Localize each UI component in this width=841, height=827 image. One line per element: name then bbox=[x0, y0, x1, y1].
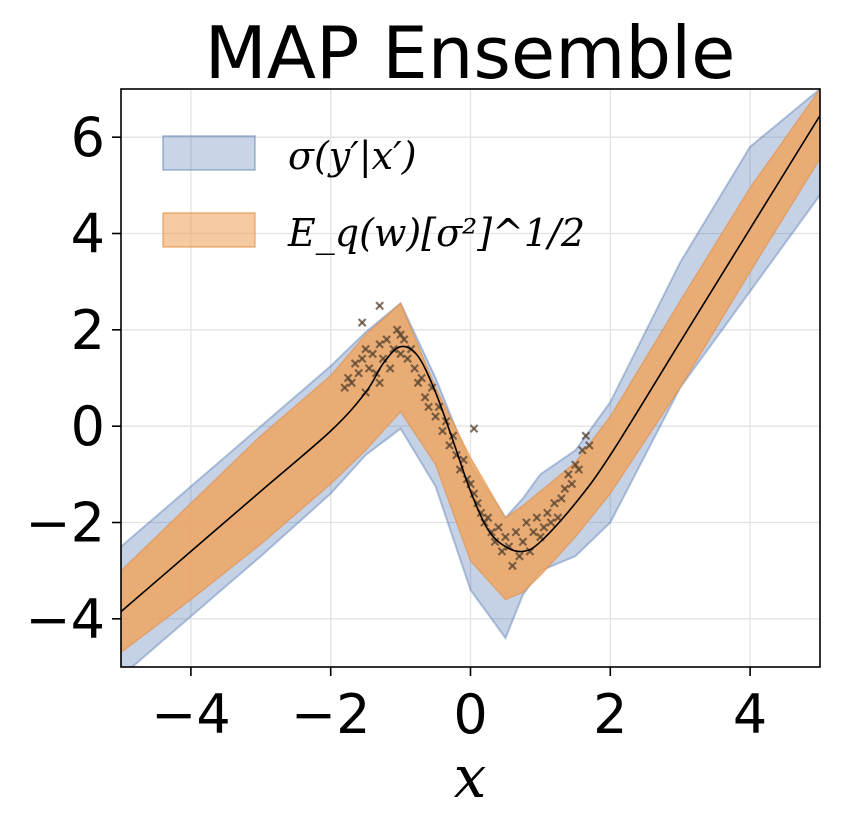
data-point bbox=[501, 532, 510, 542]
data-point bbox=[511, 527, 521, 537]
data-point bbox=[340, 383, 350, 393]
data-point bbox=[375, 301, 385, 311]
data-point bbox=[508, 561, 517, 571]
y-tick-label: −2 bbox=[25, 492, 105, 555]
legend-label-aleatoric-uncertainty: E_q(w)[σ²]^1/2 bbox=[287, 211, 585, 256]
legend-label-total-uncertainty-text: σ(y′|x′) bbox=[288, 134, 417, 178]
data-point bbox=[357, 318, 367, 327]
y-axis: −4 −2 0 2 4 6 bbox=[25, 106, 121, 651]
data-point bbox=[417, 373, 426, 383]
data-point bbox=[539, 522, 549, 532]
legend: σ(y′|x′) E_q(w)[σ²]^1/2 bbox=[162, 134, 585, 256]
data-point bbox=[354, 368, 364, 378]
data-point bbox=[368, 349, 378, 359]
data-point bbox=[515, 551, 524, 561]
data-point bbox=[560, 484, 570, 494]
mean-prediction-line bbox=[121, 115, 820, 613]
data-point bbox=[424, 402, 433, 412]
data-point bbox=[382, 335, 391, 344]
data-point bbox=[497, 547, 507, 556]
data-point bbox=[543, 508, 552, 518]
data-point bbox=[550, 498, 559, 508]
data-point bbox=[574, 465, 584, 474]
data-point bbox=[385, 363, 395, 373]
data-point bbox=[563, 469, 573, 479]
data-point bbox=[584, 441, 594, 450]
y-tick-label: 0 bbox=[71, 395, 105, 458]
data-point bbox=[375, 378, 385, 388]
data-point bbox=[410, 363, 419, 373]
data-point bbox=[350, 359, 360, 368]
data-point bbox=[364, 363, 374, 373]
data-point bbox=[556, 494, 566, 503]
data-point bbox=[529, 527, 538, 537]
x-tick-label: 2 bbox=[593, 683, 627, 746]
data-point bbox=[490, 537, 500, 547]
data-point bbox=[518, 537, 528, 547]
data-point bbox=[567, 479, 577, 489]
data-point bbox=[532, 513, 542, 523]
y-tick-label: 4 bbox=[71, 203, 105, 266]
data-point bbox=[420, 392, 430, 402]
legend-swatch-aleatoric-uncertainty bbox=[162, 212, 256, 248]
band-total-uncertainty bbox=[121, 89, 820, 667]
data-point bbox=[431, 412, 440, 421]
data-point bbox=[483, 513, 493, 523]
x-tick-label: −4 bbox=[151, 683, 231, 746]
data-point bbox=[469, 424, 479, 433]
x-axis: −4 −2 0 2 4 bbox=[151, 667, 767, 746]
data-point bbox=[522, 518, 531, 527]
data-point bbox=[347, 378, 357, 388]
y-tick-label: 2 bbox=[71, 299, 105, 362]
data-point bbox=[389, 344, 398, 354]
data-point bbox=[546, 518, 556, 527]
data-point bbox=[577, 445, 587, 455]
data-point bbox=[445, 441, 454, 450]
data-point bbox=[581, 431, 591, 441]
chart-title: MAP Ensemble bbox=[205, 11, 736, 95]
band-aleatoric-uncertainty bbox=[121, 89, 820, 654]
legend-swatch-total-uncertainty bbox=[162, 135, 256, 171]
x-tick-label: 0 bbox=[453, 683, 487, 746]
data-point bbox=[361, 344, 371, 354]
x-tick-label: 4 bbox=[733, 683, 767, 746]
y-tick-label: −4 bbox=[25, 588, 105, 651]
data-point bbox=[494, 522, 503, 532]
y-tick-label: 6 bbox=[71, 106, 105, 169]
data-point bbox=[396, 349, 405, 359]
data-point bbox=[403, 354, 412, 364]
data-point bbox=[375, 339, 385, 349]
legend-label-aleatoric-uncertainty-text: E_q(w)[σ²]^1/2 bbox=[287, 211, 585, 256]
x-axis-label: x bbox=[454, 743, 487, 811]
data-point bbox=[438, 426, 447, 436]
x-tick-label: −2 bbox=[291, 683, 371, 746]
data-point bbox=[357, 354, 367, 364]
data-point bbox=[487, 527, 496, 537]
plot-area bbox=[121, 89, 820, 667]
data-point bbox=[399, 335, 409, 344]
legend-label-total-uncertainty: σ(y′|x′) bbox=[288, 134, 417, 178]
